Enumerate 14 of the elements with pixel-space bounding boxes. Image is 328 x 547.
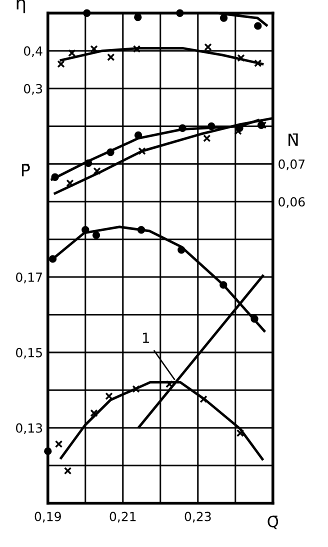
text: 1 (142, 332, 149, 343)
y3-axis-title: P̄ (22, 164, 30, 176)
y-tick-label: 0,4 (24, 46, 42, 58)
y3-tick-label: 0,15 (16, 348, 42, 359)
x-tick-label: 0,19 (34, 512, 61, 523)
y3-tick-label: 0,17 (16, 272, 42, 284)
y2-tick-label: 0,07 (278, 159, 305, 170)
x-tick-label: 0,23 (184, 512, 211, 523)
y2-tick-label: 0,06 (278, 197, 305, 208)
y-tick-label: 0,3 (24, 84, 42, 95)
x-tick-label: 0,21 (110, 512, 136, 523)
x-axis-title: Q̄ (268, 516, 278, 530)
y3-tick-label: 0,13 (16, 423, 42, 434)
y2-axis-title: N̄ (288, 133, 298, 146)
